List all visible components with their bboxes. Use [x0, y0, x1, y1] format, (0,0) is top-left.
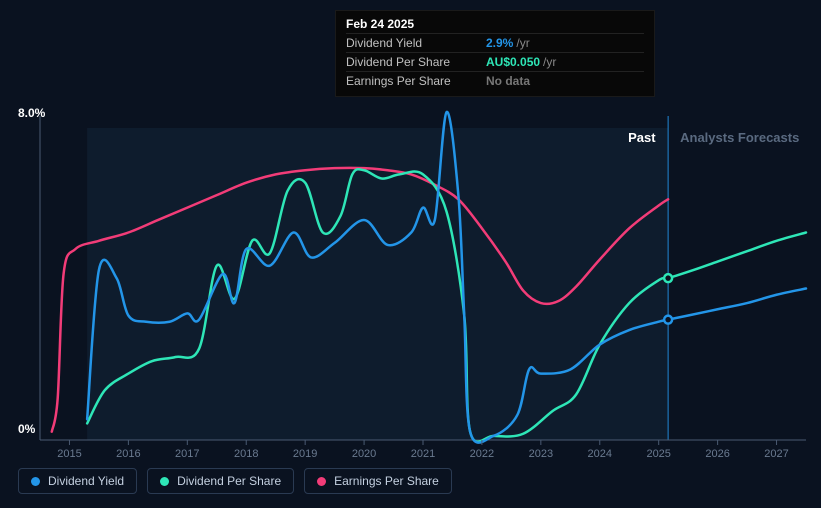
x-tick-label: 2023: [529, 448, 553, 460]
y-axis-max-label: 8.0%: [18, 106, 45, 120]
x-tick-label: 2021: [411, 448, 435, 460]
x-tick-label: 2019: [293, 448, 317, 460]
legend-dot-icon: [317, 477, 326, 486]
x-tick-label: 2025: [646, 448, 670, 460]
x-tick-label: 2018: [234, 448, 258, 460]
legend-label: Earnings Per Share: [334, 474, 439, 488]
x-tick-label: 2024: [588, 448, 612, 460]
legend-label: Dividend Per Share: [177, 474, 281, 488]
tooltip-row: Dividend Yield2.9%/yr: [346, 33, 644, 52]
hover-tooltip: Feb 24 2025 Dividend Yield2.9%/yrDividen…: [335, 10, 655, 97]
legend-dot-icon: [31, 477, 40, 486]
tooltip-date: Feb 24 2025: [346, 17, 644, 31]
x-tick-label: 2020: [352, 448, 376, 460]
legend-label: Dividend Yield: [48, 474, 124, 488]
tooltip-row: Dividend Per ShareAU$0.050/yr: [346, 52, 644, 71]
x-tick-label: 2015: [57, 448, 81, 460]
tooltip-row: Earnings Per ShareNo data: [346, 71, 644, 90]
x-tick-label: 2016: [116, 448, 140, 460]
legend-item-earnings-per-share[interactable]: Earnings Per Share: [304, 468, 452, 494]
forecast-region-label: Analysts Forecasts: [680, 130, 799, 145]
x-tick-label: 2017: [175, 448, 199, 460]
y-axis-min-label: 0%: [18, 422, 35, 436]
legend-item-dividend-per-share[interactable]: Dividend Per Share: [147, 468, 294, 494]
legend-item-dividend-yield[interactable]: Dividend Yield: [18, 468, 137, 494]
x-tick-label: 2027: [764, 448, 788, 460]
x-tick-label: 2026: [705, 448, 729, 460]
x-tick-label: 2022: [470, 448, 494, 460]
legend-dot-icon: [160, 477, 169, 486]
dividend-chart: 8.0% 0% 2015 2016 2017 2018 2019 2020 2021 2022…: [0, 0, 821, 508]
legend: Dividend Yield Dividend Per Share Earnin…: [18, 468, 452, 494]
past-region-label: Past: [628, 130, 655, 145]
